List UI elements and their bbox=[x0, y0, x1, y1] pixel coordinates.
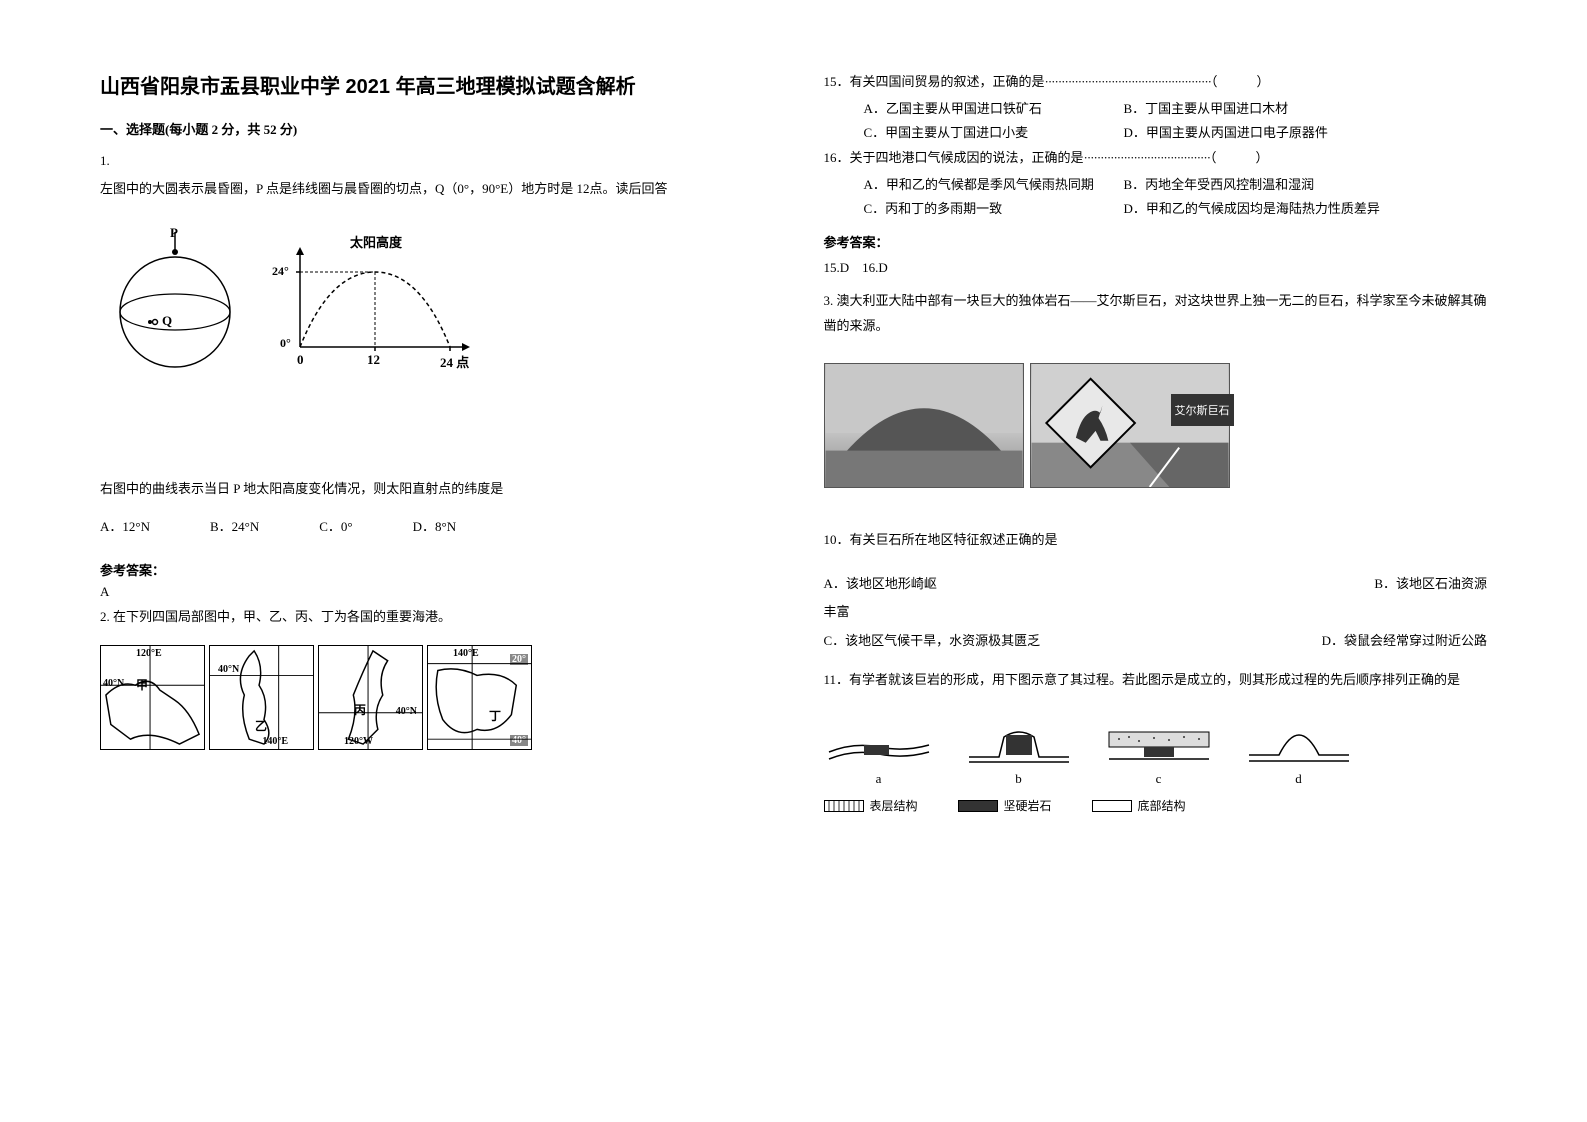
q1-answer: A bbox=[100, 584, 764, 600]
q15-a: A．乙国主要从甲国进口铁矿石 bbox=[864, 97, 1124, 122]
q16-text: 16．关于四地港口气候成因的说法，正确的是 bbox=[824, 150, 1084, 165]
legend-2-label: 坚硬岩石 bbox=[1004, 797, 1052, 814]
section-header: 一、选择题(每小题 2 分，共 52 分) bbox=[100, 119, 764, 138]
q-label: Q bbox=[162, 313, 172, 329]
q10-line: 10．有关巨石所在地区特征叙述正确的是 bbox=[824, 528, 1488, 553]
m4-label: 丁 bbox=[489, 707, 501, 724]
q15-ab: A．乙国主要从甲国进口铁矿石 B．丁国主要从甲国进口木材 bbox=[824, 97, 1488, 122]
left-column: 山西省阳泉市盂县职业中学 2021 年高三地理模拟试题含解析 一、选择题(每小题… bbox=[100, 70, 764, 1082]
q16-line: 16．关于四地港口气候成因的说法，正确的是···················… bbox=[824, 146, 1488, 171]
q16-dots: ······································ bbox=[1084, 150, 1211, 165]
formation-a-label: a bbox=[824, 771, 934, 787]
y24-label: 24° bbox=[272, 264, 289, 279]
q11-text: 11．有学者就该巨岩的形成，用下图示意了其过程。若此图示是成立的，则其形成过程的… bbox=[824, 668, 1488, 693]
formation-d: d bbox=[1244, 717, 1354, 787]
q1-subtext: 右图中的曲线表示当日 P 地太阳高度变化情况，则太阳直射点的纬度是 bbox=[100, 477, 764, 502]
q16-d: D．甲和乙的气候成因均是海陆热力性质差异 bbox=[1124, 197, 1380, 222]
q10-d: D．袋鼠会经常穿过附近公路 bbox=[1322, 627, 1487, 656]
q15-line: 15．有关四国间贸易的叙述，正确的是······················… bbox=[824, 70, 1488, 95]
q15-dots: ········································… bbox=[1045, 74, 1211, 89]
m2-label: 乙 bbox=[255, 717, 267, 734]
sign-label: 艾尔斯巨石 bbox=[1171, 394, 1234, 426]
q10-a: A．该地区地形崎岖 bbox=[824, 570, 937, 599]
m3-label: 丙 bbox=[354, 701, 366, 718]
kangaroo-sign-photo: 艾尔斯巨石 bbox=[1030, 363, 1230, 488]
x12-label: 12 bbox=[367, 352, 380, 368]
q3-text: 3. 澳大利亚大陆中部有一块巨大的独体岩石——艾尔斯巨石，对这块世界上独一无二的… bbox=[824, 289, 1488, 338]
m1-label: 甲 bbox=[136, 676, 148, 693]
q16-c: C．丙和丁的多雨期一致 bbox=[864, 197, 1124, 222]
formation-b: b bbox=[964, 717, 1074, 787]
q15-d: D．甲国主要从丙国进口电子原器件 bbox=[1124, 121, 1328, 146]
legend-3-label: 底部结构 bbox=[1138, 797, 1186, 814]
right-column: 15．有关四国间贸易的叙述，正确的是······················… bbox=[824, 70, 1488, 1082]
q1-text: 左图中的大圆表示晨昏圈，P 点是纬线圈与晨昏圈的切点，Q（0°，90°E）地方时… bbox=[100, 177, 764, 202]
q16-paren: （ ） bbox=[1210, 150, 1269, 165]
q1-opt-a: A．12°N bbox=[100, 516, 150, 535]
q1-diagrams: P Q 太阳高度 24° 0° 0 bbox=[110, 227, 764, 377]
legend-2: 坚硬岩石 bbox=[958, 797, 1052, 814]
page-title: 山西省阳泉市盂县职业中学 2021 年高三地理模拟试题含解析 bbox=[100, 70, 764, 99]
legend-1-label: 表层结构 bbox=[870, 797, 918, 814]
legend-3: 底部结构 bbox=[1092, 797, 1186, 814]
ans-1516: 15.D 16.D bbox=[824, 256, 1488, 281]
p-label: P bbox=[170, 225, 178, 241]
answer-label-1: 参考答案： bbox=[100, 560, 764, 579]
uluru-photo bbox=[824, 363, 1024, 488]
q2-text: 2. 在下列四国局部图中，甲、乙、丙、丁为各国的重要海港。 bbox=[100, 605, 764, 630]
q1-num: 1. bbox=[100, 153, 764, 169]
q10-c: C．该地区气候干旱，水资源极其匮乏 bbox=[824, 627, 1041, 656]
sun-altitude-diagram: 太阳高度 24° 0° 0 12 24 点 bbox=[270, 232, 470, 372]
q10-opts: A．该地区地形崎岖 B．该地区石油资源 丰富 C．该地区气候干旱，水资源极其匮乏… bbox=[824, 570, 1488, 656]
formation-c: c bbox=[1104, 717, 1214, 787]
q15-text: 15．有关四国间贸易的叙述，正确的是 bbox=[824, 74, 1045, 89]
formation-b-label: b bbox=[964, 771, 1074, 787]
map-jia: 120°E 40°N 甲 bbox=[100, 645, 205, 750]
formation-d-label: d bbox=[1244, 771, 1354, 787]
x0-label: 0 bbox=[297, 352, 304, 368]
q15-cd: C．甲国主要从丁国进口小麦 D．甲国主要从丙国进口电子原器件 bbox=[824, 121, 1488, 146]
q15-b: B．丁国主要从甲国进口木材 bbox=[1124, 97, 1289, 122]
map-yi: 40°N 140°E 乙 bbox=[209, 645, 314, 750]
legend-row: 表层结构 坚硬岩石 底部结构 bbox=[824, 797, 1488, 814]
answer-label-2: 参考答案： bbox=[824, 232, 1488, 251]
q15-c: C．甲国主要从丁国进口小麦 bbox=[864, 121, 1124, 146]
q16-ab: A．甲和乙的气候都是季风气候雨热同期 B．丙地全年受西风控制温和湿润 bbox=[824, 173, 1488, 198]
map-bing: 40°N 120°W 丙 bbox=[318, 645, 423, 750]
q10-b2: 丰富 bbox=[824, 598, 1488, 627]
formation-a: a bbox=[824, 717, 934, 787]
q1-options: A．12°N B．24°N C．0° D．8°N bbox=[100, 516, 764, 535]
q1-opt-b: B．24°N bbox=[210, 516, 259, 535]
y0-label: 0° bbox=[280, 336, 291, 351]
x24-label: 24 点 bbox=[440, 352, 469, 371]
q16-a: A．甲和乙的气候都是季风气候雨热同期 bbox=[864, 173, 1124, 198]
q16-b: B．丙地全年受西风控制温和湿润 bbox=[1124, 173, 1315, 198]
q1-opt-c: C．0° bbox=[319, 516, 352, 535]
legend-1: 表层结构 bbox=[824, 797, 918, 814]
q10-b: B．该地区石油资源 bbox=[1374, 570, 1487, 599]
maps-row: 120°E 40°N 甲 40°N 140°E 乙 40°N 120°W bbox=[100, 645, 764, 750]
q16-cd: C．丙和丁的多雨期一致 D．甲和乙的气候成因均是海陆热力性质差异 bbox=[824, 197, 1488, 222]
formation-c-label: c bbox=[1104, 771, 1214, 787]
terminator-circle-diagram: P Q bbox=[110, 227, 240, 377]
photo-row: 艾尔斯巨石 bbox=[824, 363, 1488, 488]
q1-opt-d: D．8°N bbox=[413, 516, 456, 535]
q15-paren: （ ） bbox=[1211, 74, 1270, 89]
map-ding: 140°E 20° 40° 丁 bbox=[427, 645, 532, 750]
sun-label: 太阳高度 bbox=[350, 232, 402, 251]
formation-row: a b c bbox=[824, 717, 1488, 787]
